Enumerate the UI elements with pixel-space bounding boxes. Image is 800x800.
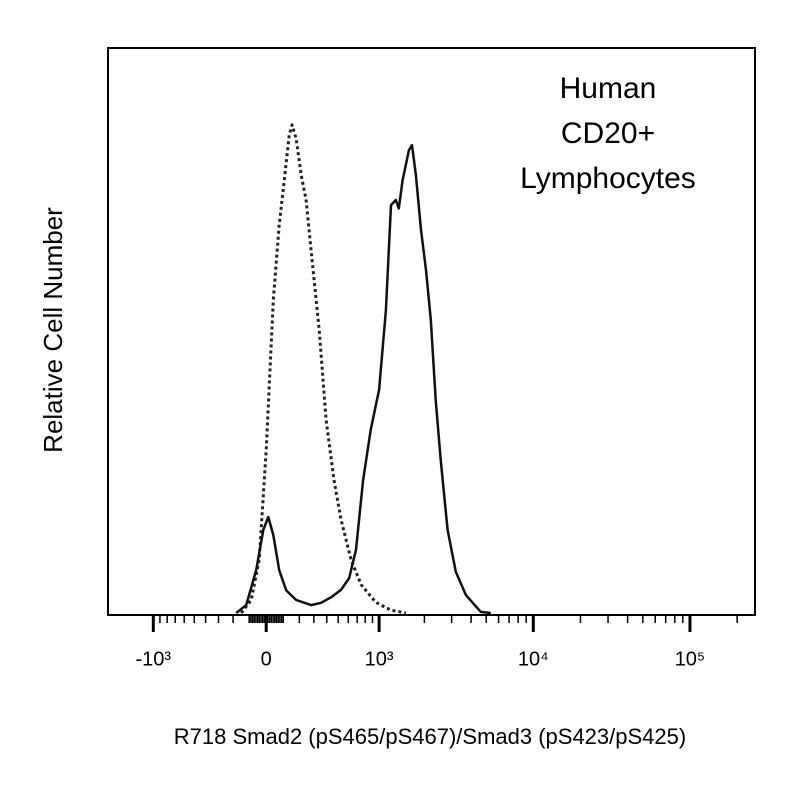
annotation: Human [560,72,657,105]
y-axis-label: Relative Cell Number [38,207,68,453]
plot-frame [107,47,756,616]
x-tick-label: 10⁵ [675,648,706,670]
histogram-line [235,143,491,615]
x-axis-label: R718 Smad2 (pS465/pS467)/Smad3 (pS423/pS… [174,724,686,749]
x-tick-label: 0 [261,648,272,670]
x-tick-label: 10⁴ [518,648,549,670]
annotation: CD20+ [561,117,655,150]
histogram-line [240,123,407,615]
x-tick-label: -10³ [136,648,172,670]
x-tick-label: 10³ [365,648,394,670]
annotation: Lymphocytes [520,162,696,195]
